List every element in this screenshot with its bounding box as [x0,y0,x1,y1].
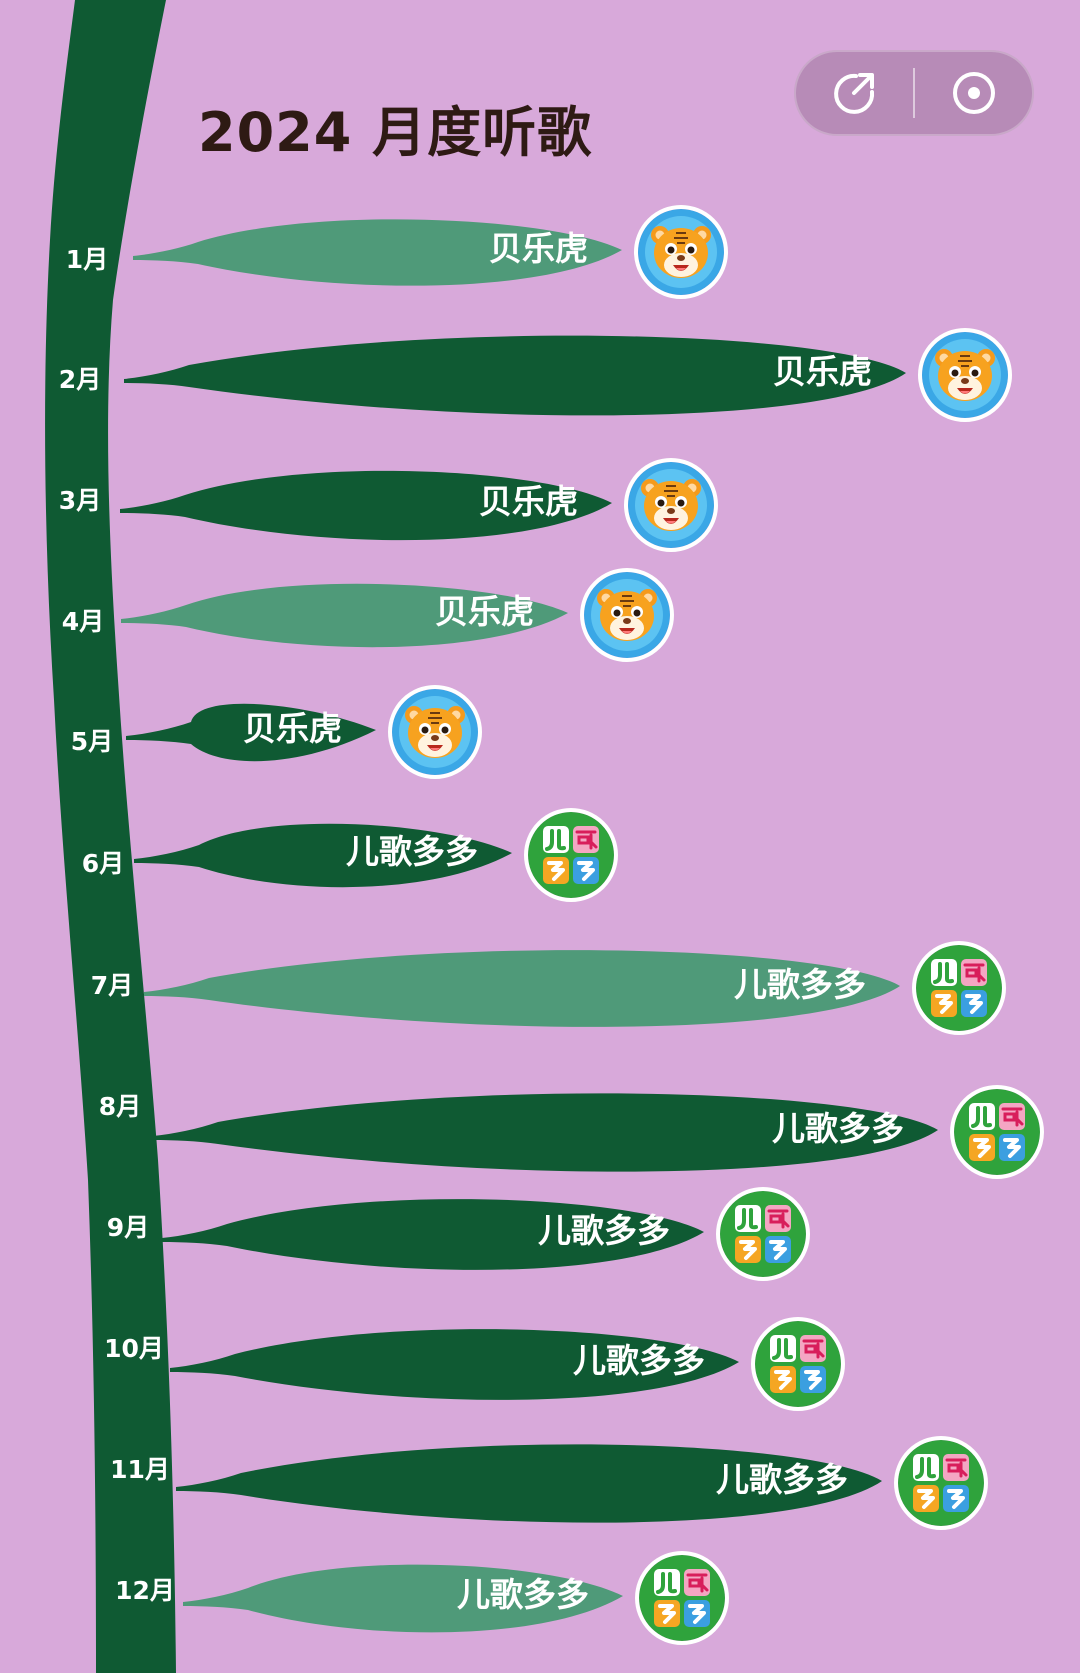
artist-name: 贝乐虎 [773,352,872,391]
artist-name: 儿歌多多 [734,965,866,1004]
stem [45,0,176,1673]
artist-name: 儿歌多多 [573,1341,705,1380]
artist-avatar-tiger[interactable] [634,205,728,299]
leaf-1 [133,219,622,286]
month-label: 12月 [115,1576,175,1605]
artist-name: 儿歌多多 [538,1211,670,1250]
month-label: 3月 [58,486,102,515]
tiger-avatar-icon [638,209,724,295]
leaf-10 [170,1329,739,1400]
controls-divider [913,68,915,118]
tiger-avatar-icon [628,462,714,548]
artist-name: 贝乐虎 [489,229,588,268]
artist-avatar-erge[interactable] [524,808,618,902]
leaf-3 [120,470,612,541]
erge-duoduo-logo-icon [720,1191,806,1277]
month-label: 11月 [110,1455,170,1484]
month-label: 1月 [65,245,109,274]
artist-avatar-erge[interactable] [635,1551,729,1645]
erge-duoduo-logo-icon [639,1555,725,1641]
leaf-8 [153,1093,938,1172]
record-target-icon [953,72,995,114]
artist-name: 儿歌多多 [457,1575,589,1614]
artist-avatar-tiger[interactable] [624,458,718,552]
artist-avatar-erge[interactable] [716,1187,810,1281]
leaf-4 [121,583,568,648]
month-label: 2月 [58,365,102,394]
artist-avatar-erge[interactable] [950,1085,1044,1179]
month-label: 8月 [98,1092,142,1121]
top-controls [794,50,1034,136]
artist-name: 贝乐虎 [435,592,534,631]
record-button[interactable] [919,50,1029,136]
erge-duoduo-logo-icon [755,1321,841,1407]
artist-avatar-tiger[interactable] [388,685,482,779]
leaf-12 [183,1564,623,1633]
leaf-9 [162,1199,704,1270]
erge-duoduo-logo-icon [954,1089,1040,1175]
artist-avatar-tiger[interactable] [580,568,674,662]
artist-avatar-erge[interactable] [751,1317,845,1411]
month-label: 10月 [104,1334,164,1363]
tiger-avatar-icon [392,689,478,775]
artist-name: 儿歌多多 [346,832,478,871]
month-label: 5月 [70,727,114,756]
month-label: 9月 [106,1213,150,1242]
tiger-avatar-icon [584,572,670,658]
artist-name: 儿歌多多 [716,1460,848,1499]
artist-name: 儿歌多多 [772,1109,904,1148]
leaf-11 [176,1444,882,1523]
leaf-6 [134,823,512,888]
month-label: 4月 [61,607,105,636]
month-label: 7月 [90,971,134,1000]
leaf-7 [144,950,900,1027]
artist-name: 贝乐虎 [479,482,578,521]
artist-avatar-tiger[interactable] [918,328,1012,422]
month-label: 6月 [81,849,125,878]
leaf-2 [124,335,906,416]
tiger-avatar-icon [922,332,1008,418]
leaf-5 [126,703,376,762]
artist-name: 贝乐虎 [243,709,342,748]
erge-duoduo-logo-icon [528,812,614,898]
share-icon [834,73,875,114]
artist-avatar-erge[interactable] [912,941,1006,1035]
erge-duoduo-logo-icon [898,1440,984,1526]
page-title: 2024 月度听歌 [198,101,593,164]
share-button[interactable] [799,50,909,136]
erge-duoduo-logo-icon [916,945,1002,1031]
artist-avatar-erge[interactable] [894,1436,988,1530]
